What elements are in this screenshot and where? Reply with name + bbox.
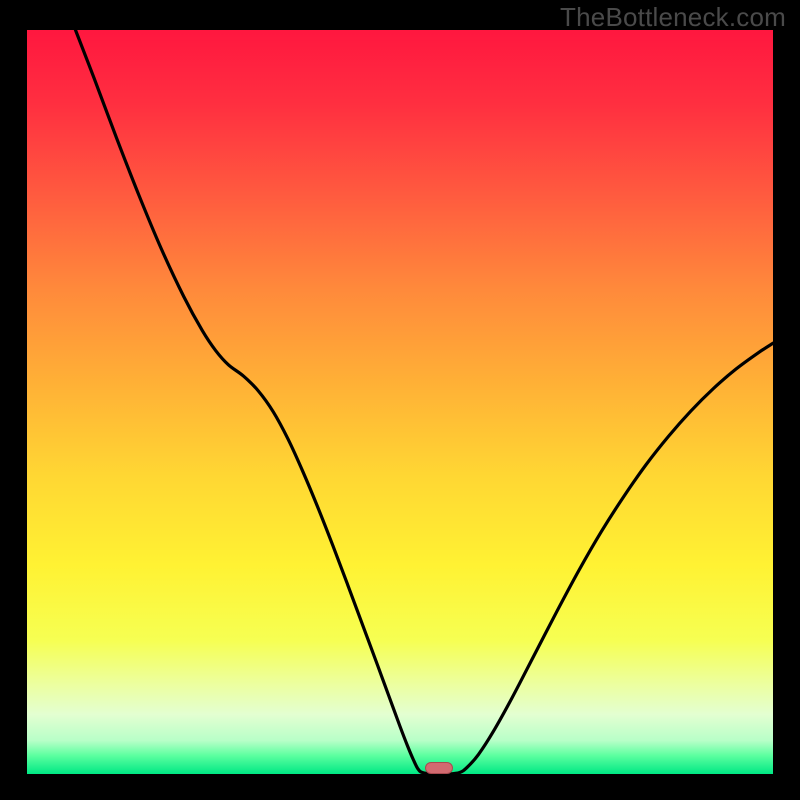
curve-svg — [27, 30, 773, 774]
chart-stage: TheBottleneck.com — [0, 0, 800, 800]
watermark-text: TheBottleneck.com — [560, 2, 786, 33]
bottleneck-curve — [75, 30, 773, 774]
minimum-marker — [425, 762, 453, 774]
plot-area — [27, 30, 773, 774]
